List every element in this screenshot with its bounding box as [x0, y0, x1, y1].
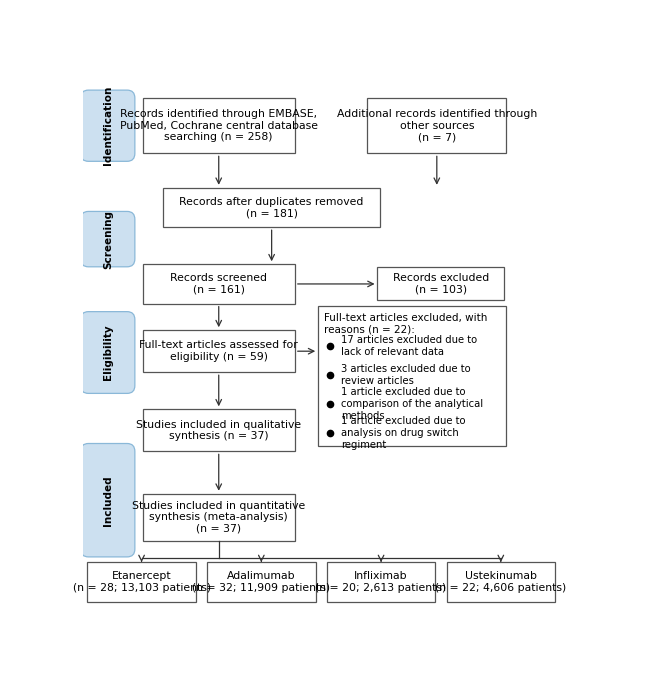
Text: Identification: Identification [103, 86, 113, 165]
Text: Included: Included [103, 475, 113, 525]
Bar [143, 264, 295, 303]
Bar [367, 98, 506, 153]
Bar [87, 562, 196, 601]
Text: Records identified through EMBASE,
PubMed, Cochrane central database
searching (: Records identified through EMBASE, PubMe… [120, 109, 318, 142]
Text: 17 articles excluded due to
lack of relevant data: 17 articles excluded due to lack of rele… [341, 335, 477, 357]
Text: Records after duplicates removed
(n = 181): Records after duplicates removed (n = 18… [179, 197, 364, 219]
Text: Additional records identified through
other sources
(n = 7): Additional records identified through ot… [337, 109, 537, 142]
Text: Studies included in qualitative
synthesis (n = 37): Studies included in qualitative synthesi… [136, 419, 301, 441]
Bar [318, 306, 507, 446]
Text: Eligibility: Eligibility [103, 325, 113, 380]
Text: Infliximab
(n = 20; 2,613 patients): Infliximab (n = 20; 2,613 patients) [316, 571, 447, 593]
Bar [143, 98, 295, 153]
Text: 3 articles excluded due to
review articles: 3 articles excluded due to review articl… [341, 364, 470, 386]
Text: 1 article excluded due to
analysis on drug switch
regiment: 1 article excluded due to analysis on dr… [341, 416, 466, 449]
Text: Records screened
(n = 161): Records screened (n = 161) [170, 273, 267, 295]
FancyBboxPatch shape [81, 312, 135, 393]
Bar [143, 409, 295, 451]
Text: Studies included in quantitative
synthesis (meta-analysis)
(n = 37): Studies included in quantitative synthes… [132, 501, 306, 534]
Bar [327, 562, 436, 601]
Bar [143, 494, 295, 541]
Bar [143, 330, 295, 373]
FancyBboxPatch shape [81, 212, 135, 267]
FancyBboxPatch shape [81, 90, 135, 162]
Bar [378, 267, 504, 300]
Text: Screening: Screening [103, 210, 113, 269]
Bar [207, 562, 316, 601]
FancyBboxPatch shape [81, 443, 135, 557]
Text: Adalimumab
(n = 32; 11,909 patients): Adalimumab (n = 32; 11,909 patients) [192, 571, 330, 593]
Bar [163, 188, 380, 227]
Text: Full-text articles assessed for
eligibility (n = 59): Full-text articles assessed for eligibil… [139, 340, 298, 362]
Text: Records excluded
(n = 103): Records excluded (n = 103) [392, 273, 489, 295]
Text: Etanercept
(n = 28; 13,103 patients): Etanercept (n = 28; 13,103 patients) [73, 571, 210, 593]
Bar [447, 562, 555, 601]
Text: Full-text articles excluded, with
reasons (n = 22):: Full-text articles excluded, with reason… [324, 312, 488, 334]
Text: 1 article excluded due to
comparison of the analytical
methods: 1 article excluded due to comparison of … [341, 387, 483, 421]
Text: Ustekinumab
(n = 22; 4,606 patients): Ustekinumab (n = 22; 4,606 patients) [435, 571, 567, 593]
